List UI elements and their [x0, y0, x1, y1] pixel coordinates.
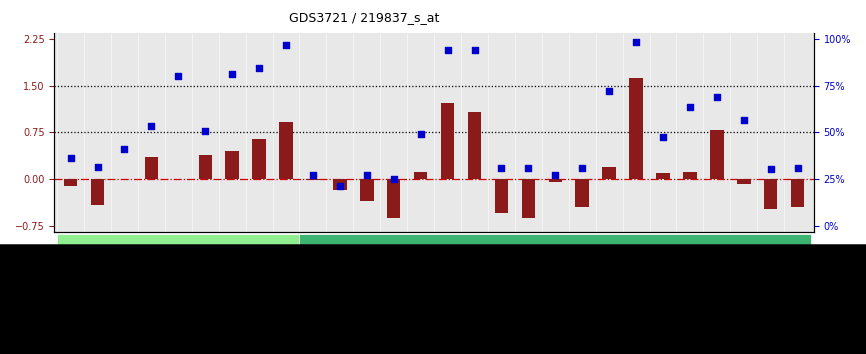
Bar — [145, 157, 158, 179]
Bar — [280, 122, 293, 179]
Bar — [683, 171, 696, 179]
Bar — [494, 179, 508, 213]
Point — [494, 165, 508, 171]
Point — [683, 104, 697, 110]
Point — [198, 128, 212, 134]
Point — [737, 117, 751, 123]
Bar — [198, 155, 212, 179]
Bar — [791, 179, 805, 207]
Bar — [64, 179, 77, 187]
Point — [575, 165, 589, 171]
Point — [656, 135, 670, 140]
Point — [764, 166, 778, 172]
Point — [91, 164, 105, 169]
Bar — [387, 179, 400, 218]
Bar — [225, 151, 239, 179]
Point — [64, 156, 78, 161]
Point — [333, 184, 346, 189]
Bar — [91, 179, 104, 205]
Point — [225, 72, 239, 77]
Bar — [630, 78, 643, 179]
Bar — [764, 179, 778, 209]
Point — [548, 172, 562, 177]
Point — [118, 146, 132, 152]
Point — [279, 42, 293, 48]
Bar — [441, 103, 455, 179]
Point — [441, 47, 455, 53]
Text: transformed count: transformed count — [88, 276, 179, 286]
Point — [521, 165, 535, 171]
Point — [602, 88, 616, 93]
Bar — [69, 276, 83, 286]
Point — [306, 172, 320, 178]
Bar — [69, 291, 83, 301]
Point — [145, 123, 158, 129]
Bar — [468, 112, 481, 179]
Bar — [360, 179, 373, 201]
Point — [710, 94, 724, 99]
Bar — [252, 138, 266, 179]
Bar — [656, 173, 669, 179]
Text: pPR: pPR — [545, 246, 566, 256]
Bar — [307, 179, 320, 180]
Point — [387, 176, 401, 182]
Point — [360, 172, 374, 177]
Bar — [521, 179, 535, 218]
Bar — [414, 171, 428, 179]
Text: percentile rank within the sample: percentile rank within the sample — [88, 291, 254, 301]
Text: disease state: disease state — [9, 284, 74, 293]
FancyBboxPatch shape — [300, 234, 811, 270]
Bar — [548, 179, 562, 182]
Point — [629, 39, 643, 45]
Bar — [737, 179, 751, 184]
Point — [791, 165, 805, 171]
Bar — [710, 130, 724, 179]
Point — [468, 47, 481, 53]
Bar — [576, 179, 589, 207]
FancyBboxPatch shape — [57, 234, 300, 270]
Bar — [333, 179, 346, 190]
Point — [414, 131, 428, 136]
Text: GDS3721 / 219837_s_at: GDS3721 / 219837_s_at — [288, 11, 439, 24]
Text: pCR: pCR — [167, 246, 190, 256]
Bar — [603, 166, 616, 179]
Point — [171, 73, 185, 79]
Point — [252, 65, 266, 71]
